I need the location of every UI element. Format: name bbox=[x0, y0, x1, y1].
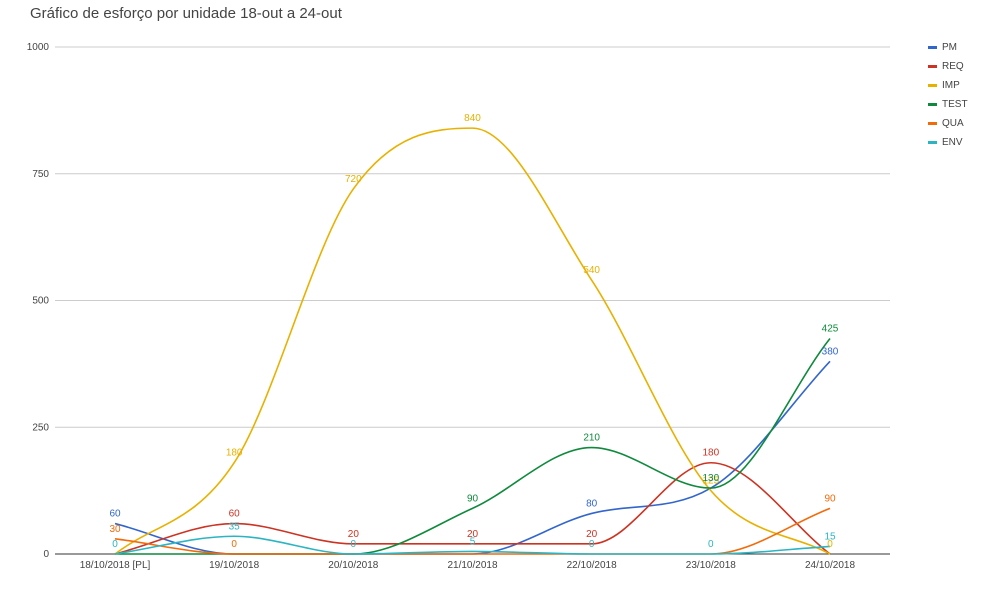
data-label-env: 0 bbox=[351, 539, 357, 550]
series-layer bbox=[114, 127, 831, 555]
y-tick-label: 0 bbox=[43, 549, 49, 560]
data-label-imp: 720 bbox=[345, 174, 362, 185]
data-label-imp: 840 bbox=[464, 113, 481, 124]
data-label-env: 0 bbox=[112, 539, 118, 550]
data-label-pm: 380 bbox=[822, 346, 839, 357]
x-tick-label: 23/10/2018 bbox=[686, 560, 736, 571]
y-tick-label: 750 bbox=[32, 169, 49, 180]
data-label-env: 15 bbox=[824, 531, 836, 542]
data-label-imp: 0 bbox=[827, 539, 833, 550]
series-line-req bbox=[114, 461, 831, 555]
data-label-qua: 90 bbox=[824, 493, 836, 504]
x-axis: 18/10/2018 [PL] 19/10/2018 20/10/2018 21/10… bbox=[80, 560, 856, 571]
legend-label-pm: PM bbox=[942, 42, 957, 53]
data-label-test: 130 bbox=[702, 473, 719, 484]
legend: PM REQ IMP TEST QUA ENV bbox=[928, 42, 968, 148]
chart-title: Gráfico de esforço por unidade 18-out a … bbox=[30, 5, 343, 22]
legend-swatch-imp bbox=[928, 84, 937, 87]
data-label-pm: 60 bbox=[109, 509, 121, 520]
legend-label-req: REQ bbox=[942, 61, 964, 72]
x-tick-label: 18/10/2018 [PL] bbox=[80, 560, 151, 571]
data-label-env: 5 bbox=[470, 536, 476, 547]
x-tick-label: 24/10/2018 bbox=[805, 560, 855, 571]
series-line-pm bbox=[114, 360, 831, 555]
data-label-env: 0 bbox=[589, 539, 595, 550]
data-label-layer: 60 80 380 60 20 20 20 180 180 720 840 540 125 0 90 210 1… bbox=[109, 113, 838, 550]
legend-swatch-req bbox=[928, 65, 937, 68]
data-label-req: 60 bbox=[229, 509, 241, 520]
series-line-test bbox=[115, 338, 831, 555]
x-tick-label: 19/10/2018 bbox=[209, 560, 259, 571]
data-label-qua: 0 bbox=[231, 539, 237, 550]
data-label-env: 0 bbox=[708, 539, 714, 550]
data-label-req: 180 bbox=[702, 448, 719, 459]
legend-swatch-env bbox=[928, 141, 937, 144]
series-line-imp bbox=[114, 127, 831, 555]
data-label-req: 20 bbox=[348, 529, 360, 540]
legend-label-qua: QUA bbox=[942, 118, 964, 129]
data-label-pm: 80 bbox=[586, 498, 598, 509]
data-label-test: 210 bbox=[583, 433, 600, 444]
data-label-imp: 540 bbox=[583, 265, 600, 276]
data-label-imp: 125 bbox=[702, 476, 719, 487]
legend-swatch-pm bbox=[928, 46, 937, 49]
legend-swatch-qua bbox=[928, 122, 937, 125]
series-line-env bbox=[114, 535, 831, 555]
data-label-req: 20 bbox=[586, 529, 598, 540]
y-tick-label: 500 bbox=[32, 296, 49, 307]
y-tick-label: 250 bbox=[32, 422, 49, 433]
data-label-imp: 180 bbox=[226, 448, 243, 459]
x-tick-label: 20/10/2018 bbox=[328, 560, 378, 571]
data-label-req: 20 bbox=[467, 529, 479, 540]
data-label-env: 35 bbox=[229, 521, 241, 532]
legend-label-test: TEST bbox=[942, 99, 968, 110]
data-label-qua: 30 bbox=[109, 524, 121, 535]
legend-label-env: ENV bbox=[942, 137, 963, 148]
legend-label-imp: IMP bbox=[942, 80, 960, 91]
y-tick-label: 1000 bbox=[27, 42, 50, 53]
legend-swatch-test bbox=[928, 103, 937, 106]
x-tick-label: 22/10/2018 bbox=[567, 560, 617, 571]
x-tick-label: 21/10/2018 bbox=[447, 560, 497, 571]
data-label-test: 90 bbox=[467, 493, 479, 504]
data-label-test: 425 bbox=[822, 324, 839, 335]
